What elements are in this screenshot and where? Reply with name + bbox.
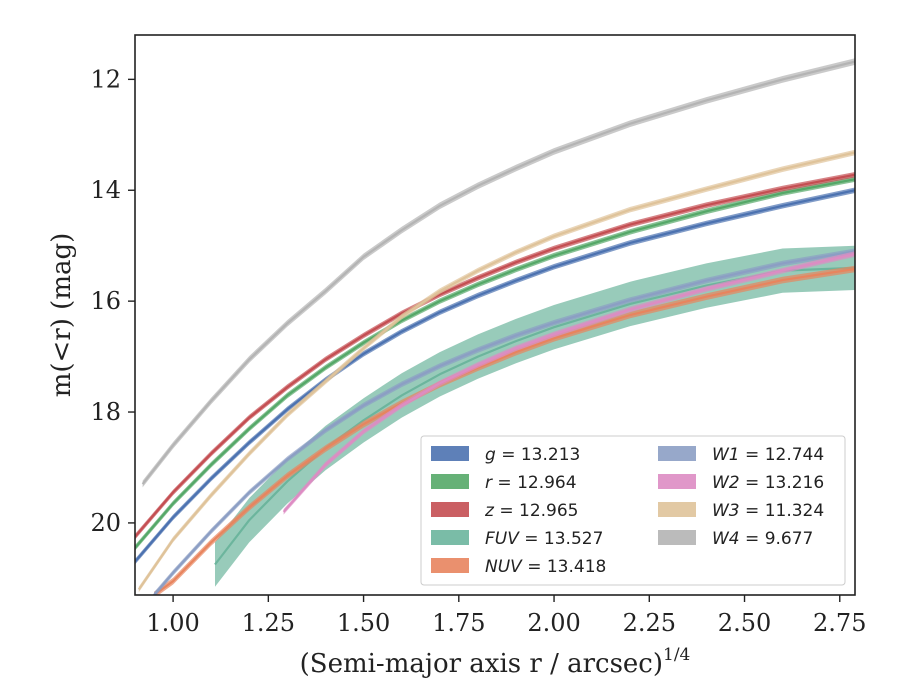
legend-label-r: r = 12.964	[485, 473, 577, 493]
line-w2	[282, 252, 855, 513]
line-w3	[137, 151, 855, 591]
legend-equals: =	[740, 445, 765, 465]
legend-item-fuv: FUV = 13.527	[431, 529, 603, 549]
legend-frame	[420, 435, 846, 586]
legend-item-z: z = 12.965	[431, 501, 578, 521]
plot-frame	[134, 34, 856, 596]
line-w1	[153, 250, 855, 595]
legend-band-value: 12.964	[517, 473, 576, 493]
line-w4	[141, 60, 855, 485]
legend-band-value: 13.216	[765, 473, 824, 493]
series-w4	[141, 58, 855, 488]
x-tick-label: 2.50	[718, 609, 771, 637]
legend-label-g: g = 13.213	[485, 445, 580, 465]
legend-band-name: g	[485, 445, 496, 465]
legend-band-value: 12.965	[519, 501, 578, 521]
x-axis-title-main: (Semi-major axis r / arcsec)	[300, 649, 663, 679]
legend-swatch-z	[431, 502, 469, 517]
line-fuv	[214, 266, 855, 566]
series-w3	[137, 149, 855, 593]
legend-band-name: r	[485, 473, 493, 493]
y-axis-title: m(<r) (mag)	[47, 233, 77, 398]
x-tick-label: 2.25	[623, 609, 676, 637]
y-tick-label: 20	[90, 509, 121, 537]
legend-band-name: W4	[712, 529, 740, 549]
legend-label-z: z = 12.965	[484, 501, 578, 521]
legend-band-name: W3	[712, 501, 740, 521]
legend-band-name: z	[484, 501, 495, 521]
x-tick-label: 1.25	[242, 609, 295, 637]
legend-band-value: 13.213	[521, 445, 580, 465]
legend-swatch-w1	[658, 446, 696, 461]
legend-equals: =	[496, 445, 521, 465]
legend-equals: =	[740, 501, 765, 521]
y-tick-label: 18	[90, 398, 121, 426]
line-r	[135, 178, 855, 549]
legend-swatch-fuv	[431, 530, 469, 545]
legend-band-name: W2	[712, 473, 740, 493]
legend-band-value: 9.677	[765, 529, 814, 549]
legend-band-name: FUV	[485, 529, 520, 549]
legend-item-g: g = 13.213	[431, 445, 580, 465]
legend-items: g = 13.213 r = 12.964 z = 12.965 FUV = 13.5…	[431, 445, 824, 577]
legend-label-w1: W1 = 12.744	[712, 445, 824, 465]
series-w1	[153, 248, 855, 595]
legend-equals: =	[494, 501, 519, 521]
line-g	[135, 189, 855, 563]
x-axis-title: (Semi-major axis r / arcsec)1/4	[300, 645, 691, 679]
series-w2	[282, 251, 855, 515]
legend-label-fuv: FUV = 13.527	[485, 529, 603, 549]
x-tick-label: 1.00	[146, 609, 199, 637]
x-tick-label: 2.75	[813, 609, 866, 637]
legend-item-w1: W1 = 12.744	[658, 445, 824, 465]
series-g	[135, 187, 855, 565]
legend-equals: =	[519, 529, 544, 549]
legend-band-value: 13.527	[544, 529, 603, 549]
legend-swatch-g	[431, 446, 469, 461]
x-tick-label: 2.00	[527, 609, 580, 637]
series-r	[135, 176, 855, 551]
x-tick-label: 1.75	[432, 609, 485, 637]
legend-equals: =	[740, 529, 765, 549]
legend-band-value: 11.324	[765, 501, 824, 521]
y-tick-label: 12	[90, 65, 121, 93]
legend-label-w4: W4 = 9.677	[712, 529, 813, 549]
legend-item-r: r = 12.964	[431, 473, 577, 493]
legend-band-name: W1	[712, 445, 740, 465]
x-axis-ticks: 1.00 1.25 1.50 1.75 2.00 2.25 2.50 2.75	[146, 595, 866, 637]
legend-swatch-w3	[658, 502, 696, 517]
legend-label-w3: W3 = 11.324	[712, 501, 824, 521]
legend-item-w4: W4 = 9.677	[658, 529, 813, 549]
legend-swatch-nuv	[431, 558, 469, 573]
x-axis-title-superscript: 1/4	[663, 645, 690, 665]
legend-band-value: 13.418	[547, 557, 606, 577]
legend-label-nuv: NUV = 13.418	[485, 557, 606, 577]
legend-swatch-w2	[658, 474, 696, 489]
y-axis-ticks: 12 14 16 18 20	[90, 65, 135, 537]
series-layer	[135, 58, 855, 595]
legend-swatch-r	[431, 474, 469, 489]
x-tick-label: 1.50	[337, 609, 390, 637]
legend-swatch-w4	[658, 530, 696, 545]
y-tick-label: 16	[90, 287, 121, 315]
legend-item-w3: W3 = 11.324	[658, 501, 824, 521]
legend-equals: =	[522, 557, 547, 577]
legend: g = 13.213 r = 12.964 z = 12.965 FUV = 13.5…	[420, 435, 846, 586]
legend-item-nuv: NUV = 13.418	[431, 557, 606, 577]
legend-label-w2: W2 = 13.216	[712, 473, 824, 493]
y-tick-label: 14	[90, 176, 121, 204]
legend-item-w2: W2 = 13.216	[658, 473, 824, 493]
legend-band-name: NUV	[485, 557, 523, 577]
legend-equals: =	[492, 473, 517, 493]
legend-band-value: 12.744	[765, 445, 824, 465]
legend-equals: =	[740, 473, 765, 493]
